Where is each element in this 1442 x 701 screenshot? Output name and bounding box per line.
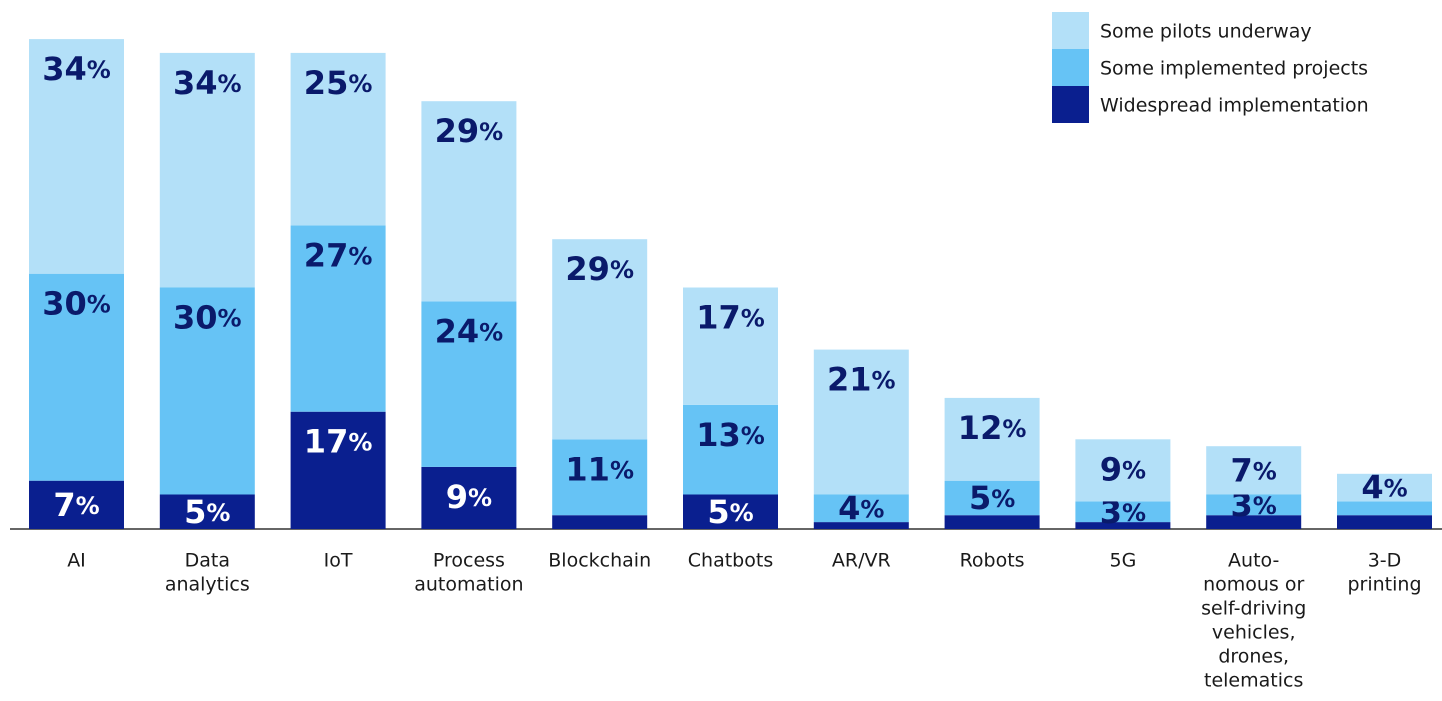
bar-segment bbox=[421, 101, 517, 302]
value-label: 4% bbox=[838, 489, 884, 527]
bar-segment bbox=[552, 239, 648, 440]
bar-segment bbox=[1075, 501, 1171, 523]
value-label: 34% bbox=[42, 50, 111, 88]
value-label: 3% bbox=[1100, 493, 1146, 531]
x-tick-label: printing bbox=[1347, 574, 1421, 596]
value-label: 34% bbox=[173, 64, 242, 102]
legend-swatch bbox=[1052, 49, 1089, 86]
x-tick-label: nomous or bbox=[1203, 574, 1304, 596]
legend-label: Some implemented projects bbox=[1100, 58, 1368, 80]
legend-label: Widespread implementation bbox=[1100, 95, 1369, 117]
bar-segment bbox=[552, 439, 648, 516]
x-tick-label: drones, bbox=[1218, 646, 1289, 668]
bar-segment bbox=[159, 52, 255, 288]
bar-segment bbox=[944, 397, 1040, 481]
bar-segment bbox=[1206, 494, 1302, 516]
bar-segment bbox=[159, 494, 255, 529]
bar-segment bbox=[813, 494, 909, 523]
value-label: 12% bbox=[958, 409, 1027, 447]
x-tick-label: analytics bbox=[165, 574, 250, 596]
bar-segment bbox=[29, 480, 124, 529]
bar-segment bbox=[29, 273, 124, 481]
bar-segment bbox=[1337, 501, 1432, 516]
bar-segment bbox=[813, 349, 909, 495]
legend-swatch bbox=[1052, 86, 1089, 123]
bar-segment bbox=[421, 466, 517, 529]
x-tick-label: AI bbox=[67, 550, 86, 572]
bar-segment bbox=[683, 404, 778, 495]
x-tick-label: automation bbox=[414, 574, 523, 596]
value-label: 21% bbox=[827, 361, 896, 399]
bar-segment bbox=[552, 515, 648, 529]
value-label: 27% bbox=[304, 236, 373, 274]
value-label: 13% bbox=[696, 416, 765, 454]
bar-segment bbox=[290, 411, 386, 529]
x-tick-label: Chatbots bbox=[688, 550, 773, 572]
x-tick-label: telematics bbox=[1204, 670, 1303, 692]
bar-segment bbox=[944, 515, 1040, 529]
value-label: 29% bbox=[435, 112, 504, 150]
value-label: 25% bbox=[304, 64, 373, 102]
value-label: 30% bbox=[42, 285, 111, 323]
value-label: 30% bbox=[173, 299, 242, 337]
value-label: 24% bbox=[435, 312, 504, 350]
value-label: 11% bbox=[565, 450, 634, 488]
value-label: 5% bbox=[969, 479, 1015, 517]
legend-label: Some pilots underway bbox=[1100, 21, 1312, 43]
value-label: 17% bbox=[304, 423, 373, 461]
value-label: 9% bbox=[1100, 450, 1146, 488]
x-tick-label: IoT bbox=[324, 550, 353, 572]
bar-segment bbox=[1337, 515, 1432, 529]
legend-swatch bbox=[1052, 12, 1089, 49]
bar-segment bbox=[944, 480, 1040, 516]
value-label: 5% bbox=[184, 493, 230, 531]
x-tick-label: vehicles, bbox=[1212, 622, 1296, 644]
bar-segment bbox=[1206, 446, 1302, 495]
x-tick-label: self-driving bbox=[1201, 598, 1306, 620]
x-tick-label: 5G bbox=[1109, 550, 1136, 572]
value-label: 9% bbox=[446, 478, 492, 516]
bar-segment bbox=[683, 494, 778, 529]
x-tick-label: Data bbox=[185, 550, 230, 572]
bar-segment bbox=[683, 287, 778, 405]
bar-segment bbox=[813, 522, 909, 529]
bar-segment bbox=[1075, 439, 1171, 502]
value-label: 7% bbox=[1231, 451, 1277, 489]
bar-segment bbox=[421, 301, 517, 467]
x-tick-label: Auto- bbox=[1228, 550, 1279, 572]
bar-segment bbox=[290, 52, 386, 226]
x-tick-label: 3-D bbox=[1368, 550, 1402, 572]
bar-segment bbox=[290, 225, 386, 412]
x-tick-label: Blockchain bbox=[548, 550, 651, 572]
value-label: 29% bbox=[565, 250, 634, 288]
bar-segment bbox=[1206, 515, 1302, 529]
bar-segment bbox=[159, 287, 255, 495]
bar-segment bbox=[1337, 473, 1432, 502]
value-label: 7% bbox=[53, 486, 99, 524]
value-label: 17% bbox=[696, 299, 765, 337]
bar-segment bbox=[1075, 522, 1171, 529]
x-tick-label: AR/VR bbox=[832, 550, 891, 572]
value-label: 5% bbox=[707, 493, 753, 531]
value-label: 4% bbox=[1361, 469, 1407, 507]
x-tick-label: Process bbox=[433, 550, 505, 572]
x-tick-label: Robots bbox=[960, 550, 1025, 572]
bar-segment bbox=[29, 39, 124, 274]
value-label: 3% bbox=[1231, 486, 1277, 524]
